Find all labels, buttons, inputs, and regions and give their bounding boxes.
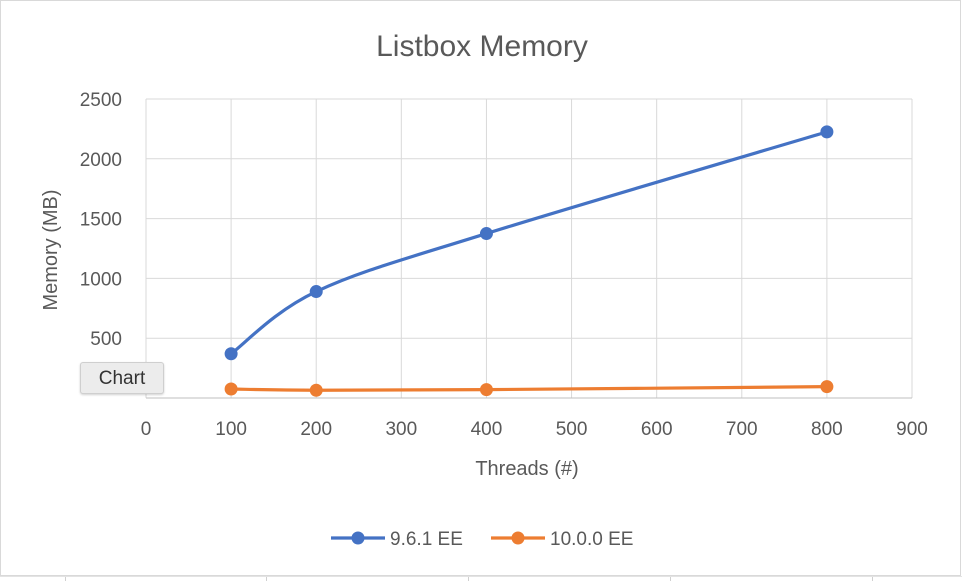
data-point [309,383,323,397]
x-tick-label: 0 [141,419,152,440]
y-axis-title: Memory (MB) [40,189,62,310]
strip-tick [468,577,469,581]
x-tick-label: 900 [896,419,928,440]
y-tick-label: 2500 [80,90,122,111]
y-axis-ticks: 500 1000 1500 2000 2500 [80,90,122,350]
x-tick-label: 400 [471,419,503,440]
data-point [820,380,834,394]
chart-title: Listbox Memory [376,30,588,63]
strip-tick [872,577,873,581]
x-axis-title: Threads (#) [475,458,578,480]
x-tick-label: 200 [300,419,332,440]
data-point [479,383,493,397]
window-bottom-strip [0,576,962,581]
legend: 9.6.1 EE 10.0.0 EE [331,529,633,550]
x-tick-label: 700 [726,419,758,440]
series-layer [224,125,834,397]
strip-tick [670,577,671,581]
y-tick-label: 2000 [80,150,122,171]
data-point [224,347,238,361]
legend-label: 10.0.0 EE [550,529,633,550]
strip-tick [65,577,66,581]
x-tick-label: 600 [641,419,673,440]
data-point [309,285,323,299]
legend-item: 10.0.0 EE [491,529,633,550]
y-tick-label: 500 [90,329,122,350]
legend-label: 9.6.1 EE [390,529,463,550]
strip-tick [266,577,267,581]
x-tick-label: 300 [385,419,417,440]
x-tick-label: 100 [215,419,247,440]
data-point [820,125,834,139]
data-point [479,227,493,241]
x-axis-ticks: 0 100 200 300 400 500 600 700 800 900 [141,419,928,440]
series-1 [224,125,834,361]
data-point [224,382,238,396]
legend-swatch-marker [351,531,365,545]
gridlines [145,98,913,398]
x-tick-label: 800 [811,419,843,440]
x-tick-label: 500 [556,419,588,440]
series-line [229,130,829,356]
chart-tooltip: Chart [80,362,164,394]
series-line [229,385,829,392]
series-2 [224,380,834,397]
legend-item: 9.6.1 EE [331,529,463,550]
y-tick-label: 1000 [80,269,122,290]
legend-swatch-marker [511,531,525,545]
y-tick-label: 1500 [80,210,122,231]
